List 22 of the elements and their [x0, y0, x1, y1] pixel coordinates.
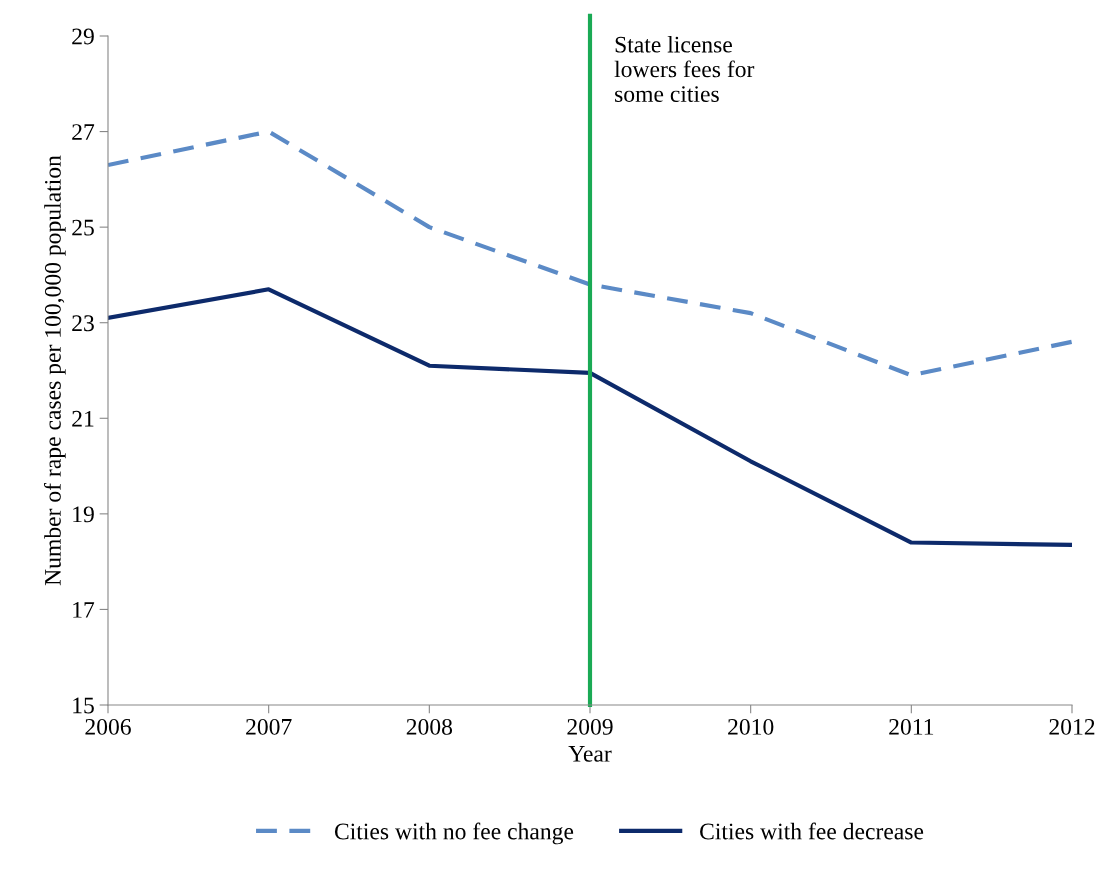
- x-tick-label: 2009: [567, 718, 613, 735]
- x-tick-label: 2010: [728, 718, 774, 735]
- legend-label: Cities with no fee change: [334, 822, 574, 845]
- y-tick-label: 15: [73, 697, 94, 714]
- line-series: [108, 129, 1072, 378]
- x-tick-label: 2008: [406, 718, 453, 735]
- y-tick-label: 29: [72, 28, 94, 45]
- x-tick-label: 2011: [889, 718, 934, 735]
- line-series: [108, 287, 1072, 548]
- y-tick-label: 25: [72, 219, 94, 236]
- y-tick-label: 27: [72, 124, 95, 140]
- x-tick-label: 2012: [1049, 718, 1095, 735]
- x-axis-title: Year: [568, 746, 612, 762]
- ref-line-label: State license lowers fees for some cities: [614, 36, 755, 102]
- y-tick-label: 19: [73, 506, 94, 523]
- y-tick-label: 17: [73, 602, 95, 618]
- y-axis-title: Number of rape cases per 100,000 population: [43, 155, 66, 586]
- x-tick-label: 2007: [246, 718, 292, 735]
- legend-label: Cities with fee decrease: [700, 822, 924, 840]
- y-tick-label: 23: [72, 315, 94, 332]
- y-tick-label: 21: [72, 410, 94, 427]
- x-tick-label: 2006: [85, 718, 131, 735]
